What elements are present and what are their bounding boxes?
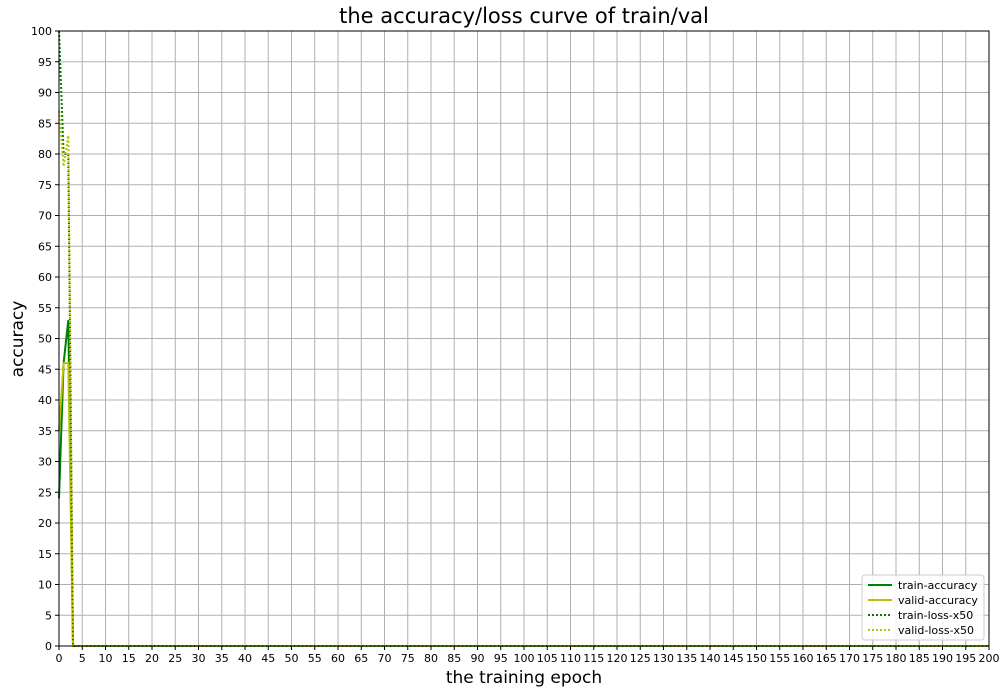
y-tick-label: 10 — [38, 579, 52, 592]
x-tick-label: 90 — [471, 652, 485, 665]
x-tick-label: 130 — [653, 652, 674, 665]
y-axis-label: accuracy — [8, 301, 28, 378]
y-tick-label: 25 — [38, 486, 52, 499]
y-tick-label: 45 — [38, 363, 52, 376]
x-tick-label: 85 — [447, 652, 461, 665]
y-tick-label: 75 — [38, 179, 52, 192]
x-tick-label: 30 — [192, 652, 206, 665]
x-tick-label: 165 — [816, 652, 837, 665]
x-axis-label: the training epoch — [446, 668, 602, 688]
x-tick-label: 175 — [862, 652, 883, 665]
x-tick-label: 20 — [145, 652, 159, 665]
legend-box — [861, 574, 985, 641]
x-tick-label: 145 — [723, 652, 744, 665]
y-tick-label: 35 — [38, 425, 52, 438]
x-tick-label: 25 — [168, 652, 182, 665]
x-tick-label: 95 — [494, 652, 508, 665]
x-tick-label: 160 — [793, 652, 814, 665]
y-tick-label: 40 — [38, 394, 52, 407]
x-tick-label: 0 — [56, 652, 63, 665]
x-tick-label: 150 — [746, 652, 767, 665]
x-tick-label: 190 — [932, 652, 953, 665]
y-tick-label: 70 — [38, 210, 52, 223]
y-tick-label: 60 — [38, 271, 52, 284]
x-tick-label: 195 — [955, 652, 976, 665]
y-tick-label: 5 — [45, 609, 52, 622]
x-tick-label: 45 — [261, 652, 275, 665]
y-tick-label: 100 — [31, 25, 52, 38]
x-tick-label: 65 — [354, 652, 368, 665]
y-tick-label: 85 — [38, 117, 52, 130]
series-line-valid-loss-x50 — [58, 110, 989, 647]
x-tick-label: 60 — [331, 652, 345, 665]
y-tick-label: 15 — [38, 548, 52, 561]
x-tick-label: 140 — [700, 652, 721, 665]
legend-label-train-loss-x50: train-loss-x50 — [898, 609, 973, 622]
y-tick-label: 50 — [38, 333, 52, 346]
x-tick-label: 125 — [630, 652, 651, 665]
y-tick-label: 90 — [38, 87, 52, 100]
y-tick-label: 0 — [45, 640, 52, 653]
x-tick-label: 120 — [607, 652, 628, 665]
y-tick-label: 55 — [38, 302, 52, 315]
x-tick-label: 55 — [308, 652, 322, 665]
x-tick-label: 180 — [886, 652, 907, 665]
y-tick-label: 80 — [38, 148, 52, 161]
x-tick-label: 115 — [583, 652, 604, 665]
x-axis-ticks: 0 5 10 15 20 25 30 35 40 45 50 55 60 65 70 75 80 85 90 95 10… — [56, 646, 1000, 665]
x-tick-label: 105 — [537, 652, 558, 665]
y-axis-ticks: 0 5 10 15 20 25 30 35 40 45 50 55 60 65 70 75 80 85 90 95 10… — [31, 25, 59, 653]
x-tick-label: 75 — [401, 652, 415, 665]
x-tick-label: 185 — [909, 652, 930, 665]
legend-label-train-accuracy: train-accuracy — [898, 579, 978, 592]
grid — [58, 30, 990, 647]
x-tick-label: 70 — [378, 652, 392, 665]
legend-label-valid-accuracy: valid-accuracy — [898, 594, 978, 607]
x-tick-label: 15 — [122, 652, 136, 665]
y-tick-label: 30 — [38, 456, 52, 469]
x-tick-label: 10 — [99, 652, 113, 665]
legend: train-accuracy valid-accuracy train-loss-x… — [861, 574, 985, 641]
y-tick-label: 20 — [38, 517, 52, 530]
x-tick-label: 200 — [979, 652, 1000, 665]
chart-title: the accuracy/loss curve of train/val — [339, 4, 709, 28]
x-tick-label: 155 — [769, 652, 790, 665]
x-tick-label: 5 — [79, 652, 86, 665]
x-tick-label: 110 — [560, 652, 581, 665]
x-tick-label: 50 — [285, 652, 299, 665]
legend-label-valid-loss-x50: valid-loss-x50 — [898, 624, 974, 637]
x-tick-label: 100 — [514, 652, 535, 665]
x-tick-label: 35 — [215, 652, 229, 665]
x-tick-label: 170 — [839, 652, 860, 665]
x-tick-label: 80 — [424, 652, 438, 665]
y-tick-label: 65 — [38, 240, 52, 253]
y-tick-label: 95 — [38, 56, 52, 69]
x-tick-label: 135 — [676, 652, 697, 665]
x-tick-label: 40 — [238, 652, 252, 665]
